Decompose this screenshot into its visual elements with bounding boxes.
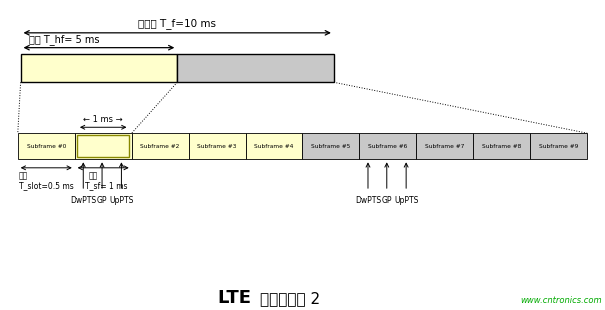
Bar xyxy=(189,133,246,159)
Bar xyxy=(416,133,473,159)
Text: GP: GP xyxy=(97,196,107,205)
Text: 时隙: 时隙 xyxy=(19,172,28,181)
Bar xyxy=(177,54,334,82)
Text: Subframe #5: Subframe #5 xyxy=(312,144,351,148)
Text: GP: GP xyxy=(382,196,392,205)
Text: Subframe #0: Subframe #0 xyxy=(27,144,66,148)
Text: LTE: LTE xyxy=(218,289,257,307)
Text: T_slot=0.5 ms: T_slot=0.5 ms xyxy=(19,181,74,190)
Bar xyxy=(530,133,587,159)
Text: Subframe #2: Subframe #2 xyxy=(140,144,180,148)
Text: 无线帧 T_f=10 ms: 无线帧 T_f=10 ms xyxy=(138,19,216,29)
Bar xyxy=(302,133,359,159)
Text: Subframe #9: Subframe #9 xyxy=(539,144,578,148)
Bar xyxy=(75,133,132,159)
Text: Subframe #4: Subframe #4 xyxy=(254,144,293,148)
Text: Subframe #6: Subframe #6 xyxy=(368,144,408,148)
Text: 帧结构类型 2: 帧结构类型 2 xyxy=(260,291,320,306)
Text: Subframe #8: Subframe #8 xyxy=(482,144,522,148)
Bar xyxy=(77,135,129,157)
Text: UpPTS: UpPTS xyxy=(394,196,418,205)
Bar xyxy=(21,54,177,82)
Text: UpPTS: UpPTS xyxy=(110,196,134,205)
Text: 子帧: 子帧 xyxy=(89,172,98,181)
Text: www.cntronics.com: www.cntronics.com xyxy=(520,296,601,305)
Bar xyxy=(359,133,416,159)
Text: DwPTS: DwPTS xyxy=(70,196,96,205)
Text: Subframe #1: Subframe #1 xyxy=(83,144,123,148)
Text: ← 1 ms →: ← 1 ms → xyxy=(83,115,123,124)
Bar xyxy=(18,133,75,159)
Text: DwPTS: DwPTS xyxy=(355,196,381,205)
Bar xyxy=(246,133,302,159)
Text: Subframe #7: Subframe #7 xyxy=(425,144,465,148)
Bar xyxy=(473,133,530,159)
Text: Subframe #3: Subframe #3 xyxy=(197,144,237,148)
Text: T_sf= 1 ms: T_sf= 1 ms xyxy=(85,181,128,190)
Bar xyxy=(132,133,189,159)
Text: 半帧 T_hf= 5 ms: 半帧 T_hf= 5 ms xyxy=(29,34,100,45)
